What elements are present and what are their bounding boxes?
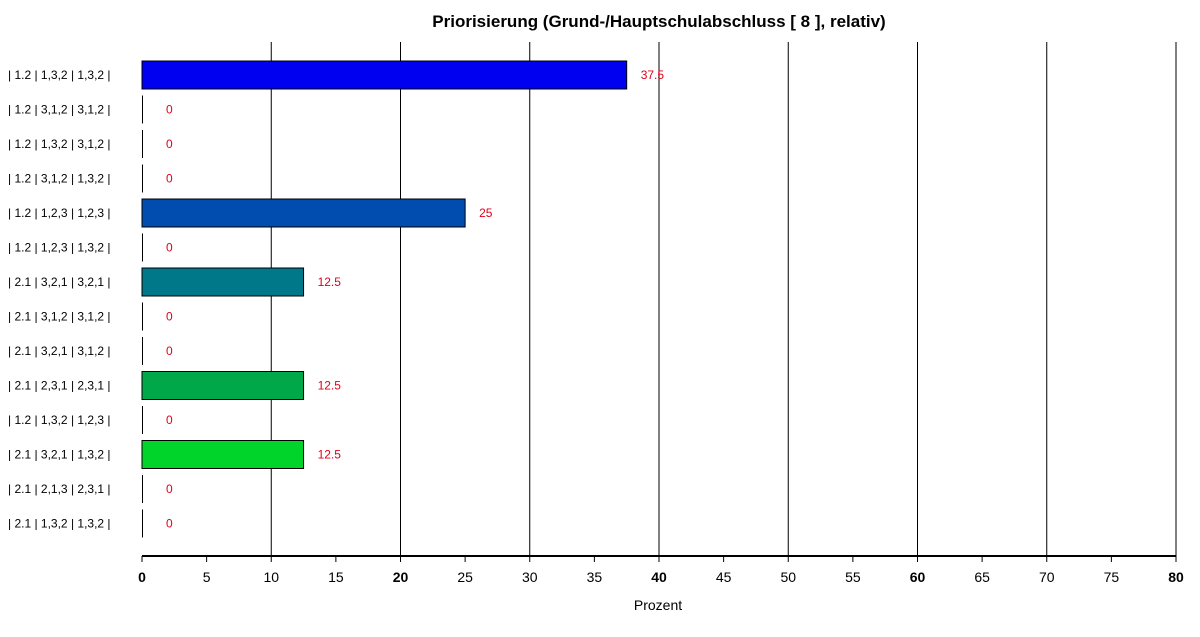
category-label: | 2.1 | 2,3,1 | 2,3,1 | [8,379,111,393]
x-tick-label: 75 [1104,569,1120,585]
category-label: | 2.1 | 3,2,1 | 3,1,2 | [8,344,111,358]
bar [141,267,305,297]
category-label: | 1.2 | 1,3,2 | 1,3,2 | [8,68,111,82]
x-tick-label: 5 [203,569,211,585]
x-axis-title: Prozent [634,597,682,613]
x-tick-label: 60 [910,569,926,585]
x-tick-label: 50 [780,569,796,585]
value-label: 25 [479,206,493,220]
value-label: 37.5 [641,68,665,82]
value-label: 0 [166,310,173,324]
x-tick-label: 35 [587,569,603,585]
x-tick-label: 10 [263,569,279,585]
value-label: 0 [166,482,173,496]
value-label: 0 [166,344,173,358]
category-label: | 1.2 | 3,1,2 | 1,3,2 | [8,172,111,186]
value-label: 0 [166,517,173,531]
value-label: 12.5 [318,448,342,462]
value-label: 0 [166,413,173,427]
value-label: 0 [166,137,173,151]
x-tick-label: 65 [974,569,990,585]
category-label: | 2.1 | 3,1,2 | 3,1,2 | [8,310,111,324]
x-tick-label: 0 [138,569,146,585]
value-label: 0 [166,103,173,117]
x-tick-label: 80 [1168,569,1184,585]
category-label: | 1.2 | 1,3,2 | 1,2,3 | [8,413,111,427]
x-tick-label: 55 [845,569,861,585]
bar [141,371,305,400]
category-label: | 2.1 | 1,3,2 | 1,3,2 | [8,517,111,531]
value-label: 0 [166,172,173,186]
bar [141,440,305,469]
x-tick-label: 25 [457,569,473,585]
category-label: | 2.1 | 3,2,1 | 1,3,2 | [8,448,111,462]
bar [141,60,628,90]
category-label: | 1.2 | 3,1,2 | 3,1,2 | [8,103,111,117]
x-tick-label: 70 [1039,569,1055,585]
category-label: | 2.1 | 2,1,3 | 2,3,1 | [8,482,111,496]
category-label: | 1.2 | 1,3,2 | 3,1,2 | [8,137,111,151]
x-tick-label: 40 [651,569,667,585]
value-label: 12.5 [318,379,342,393]
category-label: | 1.2 | 1,2,3 | 1,2,3 | [8,206,111,220]
x-tick-label: 15 [328,569,344,585]
bar [141,198,466,228]
x-tick-label: 45 [716,569,732,585]
category-label: | 1.2 | 1,2,3 | 1,3,2 | [8,241,111,255]
x-tick-label: 20 [393,569,409,585]
category-label: | 2.1 | 3,2,1 | 3,2,1 | [8,275,111,289]
x-tick-label: 30 [522,569,538,585]
chart-title: Priorisierung (Grund-/Hauptschulabschlus… [432,12,886,31]
value-label: 12.5 [318,275,342,289]
value-label: 0 [166,241,173,255]
